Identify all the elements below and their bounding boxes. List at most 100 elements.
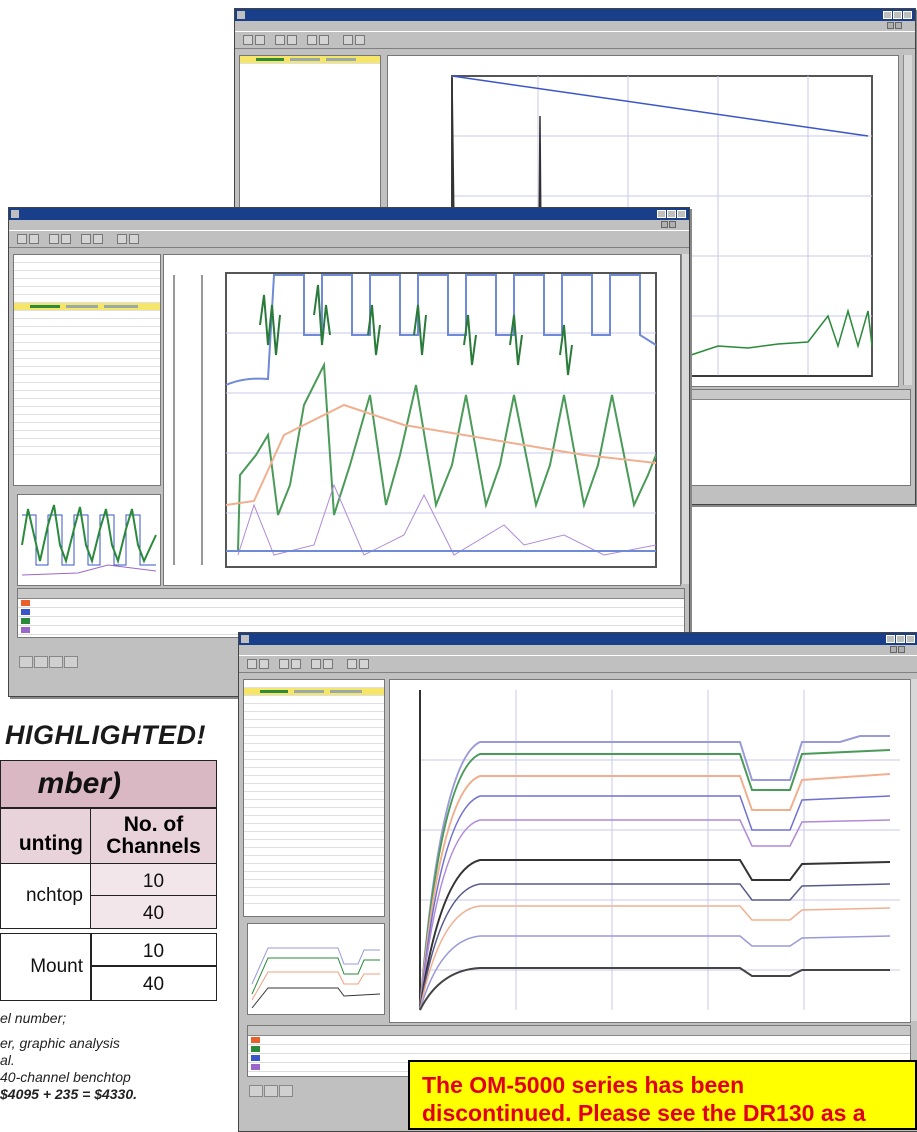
open-icon[interactable] xyxy=(243,35,253,45)
legend-row[interactable] xyxy=(18,617,684,626)
legend-swatch xyxy=(21,600,30,606)
list-item-selected[interactable] xyxy=(14,303,160,311)
vertical-scrollbar[interactable] xyxy=(903,55,912,385)
app-window-front[interactable] xyxy=(238,632,917,1132)
footnotes: el number; er, graphic analysis al. 40-c… xyxy=(0,1010,235,1103)
window-titlebar[interactable] xyxy=(9,208,689,220)
minimize-icon[interactable] xyxy=(886,635,895,643)
print-icon[interactable] xyxy=(319,35,329,45)
copy-icon[interactable] xyxy=(287,35,297,45)
chart-svg xyxy=(419,690,900,1011)
table-cell-channels: 40 xyxy=(90,895,217,929)
minimize-icon[interactable] xyxy=(883,11,892,19)
series-line xyxy=(419,905,891,1011)
list-item-selected[interactable] xyxy=(244,688,384,696)
close-icon[interactable] xyxy=(903,11,912,19)
tab[interactable] xyxy=(34,656,48,668)
plot-area[interactable] xyxy=(163,254,681,586)
doc-close-icon[interactable] xyxy=(898,646,905,653)
table-cell-channels: 10 xyxy=(90,933,217,967)
doc-minimize-icon[interactable] xyxy=(887,22,894,29)
overview-thumbnail[interactable] xyxy=(17,494,161,586)
footnote-line: el number; xyxy=(0,1010,67,1026)
toolbar xyxy=(9,230,689,248)
data-list[interactable] xyxy=(243,679,385,917)
open-icon[interactable] xyxy=(247,659,257,669)
cut-icon[interactable] xyxy=(279,659,289,669)
save-icon[interactable] xyxy=(259,659,269,669)
close-icon[interactable] xyxy=(906,635,915,643)
copy-icon[interactable] xyxy=(291,659,301,669)
series-line xyxy=(259,284,573,376)
help-icon[interactable] xyxy=(355,35,365,45)
vertical-scrollbar[interactable] xyxy=(681,254,689,584)
print-icon[interactable] xyxy=(93,234,103,244)
legend-swatch xyxy=(21,609,30,615)
series-line xyxy=(419,795,891,1011)
column-header-channels: No. of Channels xyxy=(90,808,217,864)
close-icon[interactable] xyxy=(677,210,686,218)
maximize-icon[interactable] xyxy=(896,635,905,643)
menu-bar[interactable] xyxy=(235,21,915,31)
legend-row[interactable] xyxy=(248,1045,910,1054)
maximize-icon[interactable] xyxy=(893,11,902,19)
legend-row[interactable] xyxy=(248,1036,910,1045)
copy-icon[interactable] xyxy=(61,234,71,244)
doc-close-icon[interactable] xyxy=(669,221,676,228)
zoom-icon[interactable] xyxy=(117,234,127,244)
plot-area[interactable] xyxy=(389,679,911,1023)
maximize-icon[interactable] xyxy=(667,210,676,218)
bottom-tabs[interactable] xyxy=(249,1085,294,1099)
doc-minimize-icon[interactable] xyxy=(661,221,668,228)
plot-frame xyxy=(225,272,657,568)
legend-swatch xyxy=(21,627,30,633)
tab[interactable] xyxy=(19,656,33,668)
series-line xyxy=(451,75,869,137)
tab[interactable] xyxy=(49,656,63,668)
doc-minimize-icon[interactable] xyxy=(890,646,897,653)
save-icon[interactable] xyxy=(29,234,39,244)
notice-line: The OM-5000 series has been xyxy=(422,1072,745,1098)
vertical-scrollbar[interactable] xyxy=(910,679,917,1021)
tab[interactable] xyxy=(249,1085,263,1097)
tab[interactable] xyxy=(279,1085,293,1097)
paste-icon[interactable] xyxy=(311,659,321,669)
menu-bar[interactable] xyxy=(239,645,917,655)
app-window-middle[interactable] xyxy=(8,207,690,697)
cut-icon[interactable] xyxy=(275,35,285,45)
footnote-line: al. xyxy=(0,1052,15,1068)
legend-row[interactable] xyxy=(18,599,684,608)
thumbnail-svg xyxy=(21,504,157,576)
doc-close-icon[interactable] xyxy=(895,22,902,29)
gridlines xyxy=(226,332,656,514)
table-cell-mounting: nchtop xyxy=(0,863,92,929)
headline: S HIGHLIGHTED! xyxy=(0,720,206,750)
thumbnail-svg xyxy=(251,947,381,1009)
tab[interactable] xyxy=(264,1085,278,1097)
tab[interactable] xyxy=(64,656,78,668)
menu-bar[interactable] xyxy=(9,220,689,230)
help-icon[interactable] xyxy=(129,234,139,244)
overview-thumbnail[interactable] xyxy=(247,923,385,1015)
print-icon[interactable] xyxy=(323,659,333,669)
paste-icon[interactable] xyxy=(81,234,91,244)
zoom-icon[interactable] xyxy=(343,35,353,45)
series-line xyxy=(419,935,891,1011)
save-icon[interactable] xyxy=(255,35,265,45)
data-list[interactable] xyxy=(239,55,381,217)
zoom-icon[interactable] xyxy=(347,659,357,669)
legend-row[interactable] xyxy=(18,608,684,617)
chart-svg xyxy=(173,272,657,568)
cut-icon[interactable] xyxy=(49,234,59,244)
data-list[interactable] xyxy=(13,254,161,486)
series-line xyxy=(419,819,891,1011)
paste-icon[interactable] xyxy=(307,35,317,45)
minimize-icon[interactable] xyxy=(657,210,666,218)
window-titlebar[interactable] xyxy=(235,9,915,21)
series-line xyxy=(419,859,891,1011)
open-icon[interactable] xyxy=(17,234,27,244)
window-titlebar[interactable] xyxy=(239,633,917,645)
toolbar xyxy=(239,655,917,673)
help-icon[interactable] xyxy=(359,659,369,669)
bottom-tabs[interactable] xyxy=(19,656,79,670)
